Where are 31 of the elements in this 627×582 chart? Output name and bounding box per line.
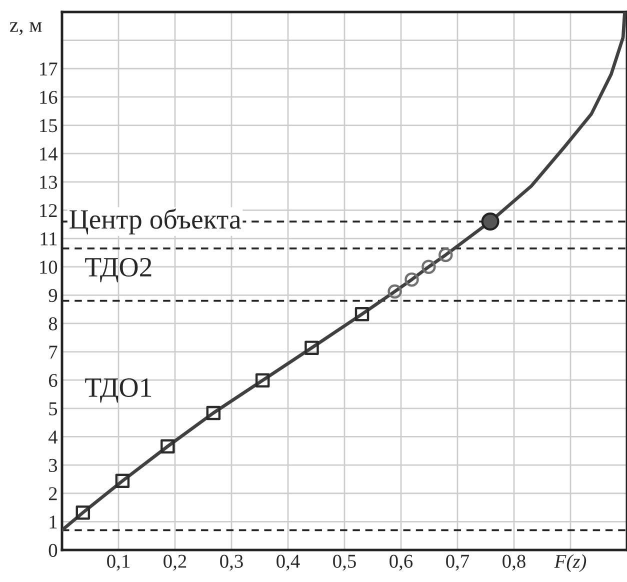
x-tick-label: 0,6	[390, 554, 413, 571]
annotation: ТДО2	[85, 258, 152, 282]
x-axis-title: F(z)	[554, 554, 586, 572]
y-tick-label: 14	[40, 147, 58, 160]
y-tick-label: 8	[48, 317, 58, 330]
y-tick-label: 13	[40, 176, 58, 189]
y-tick-label: 9	[48, 289, 58, 302]
y-tick-label: 12	[40, 204, 57, 217]
x-tick-label: 0,5	[333, 554, 356, 571]
annotation: ТДО1	[85, 378, 152, 403]
x-tick-label: 0,4	[276, 554, 300, 571]
y-axis-title: z, м	[10, 22, 42, 35]
y-tick-label: 10	[40, 260, 58, 274]
y-tick-label: 15	[40, 119, 58, 132]
y-tick-label: 16	[40, 90, 58, 104]
x-tick-label: 0,8	[502, 554, 526, 571]
y-tick-label: 17	[40, 62, 58, 76]
x-tick-label: 0,7	[446, 554, 470, 571]
x-tick-label: 0,2	[164, 554, 186, 571]
y-tick-label: 7	[49, 346, 58, 359]
y-tick-label: 11	[40, 232, 57, 246]
y-tick-label: 2	[48, 487, 57, 500]
y-tick-label: 4	[48, 430, 58, 444]
ref-line-label: Центр объекта	[70, 208, 241, 234]
x-tick-label: 0,1	[107, 554, 130, 571]
y-tick-label: 6	[48, 374, 58, 388]
y-tick-label: 5	[49, 402, 58, 416]
y-tick-label: 1	[50, 516, 57, 528]
y-tick-label: 0	[48, 544, 58, 557]
y-tick-label: 3	[49, 458, 58, 472]
x-tick-label: 0,3	[220, 554, 243, 571]
